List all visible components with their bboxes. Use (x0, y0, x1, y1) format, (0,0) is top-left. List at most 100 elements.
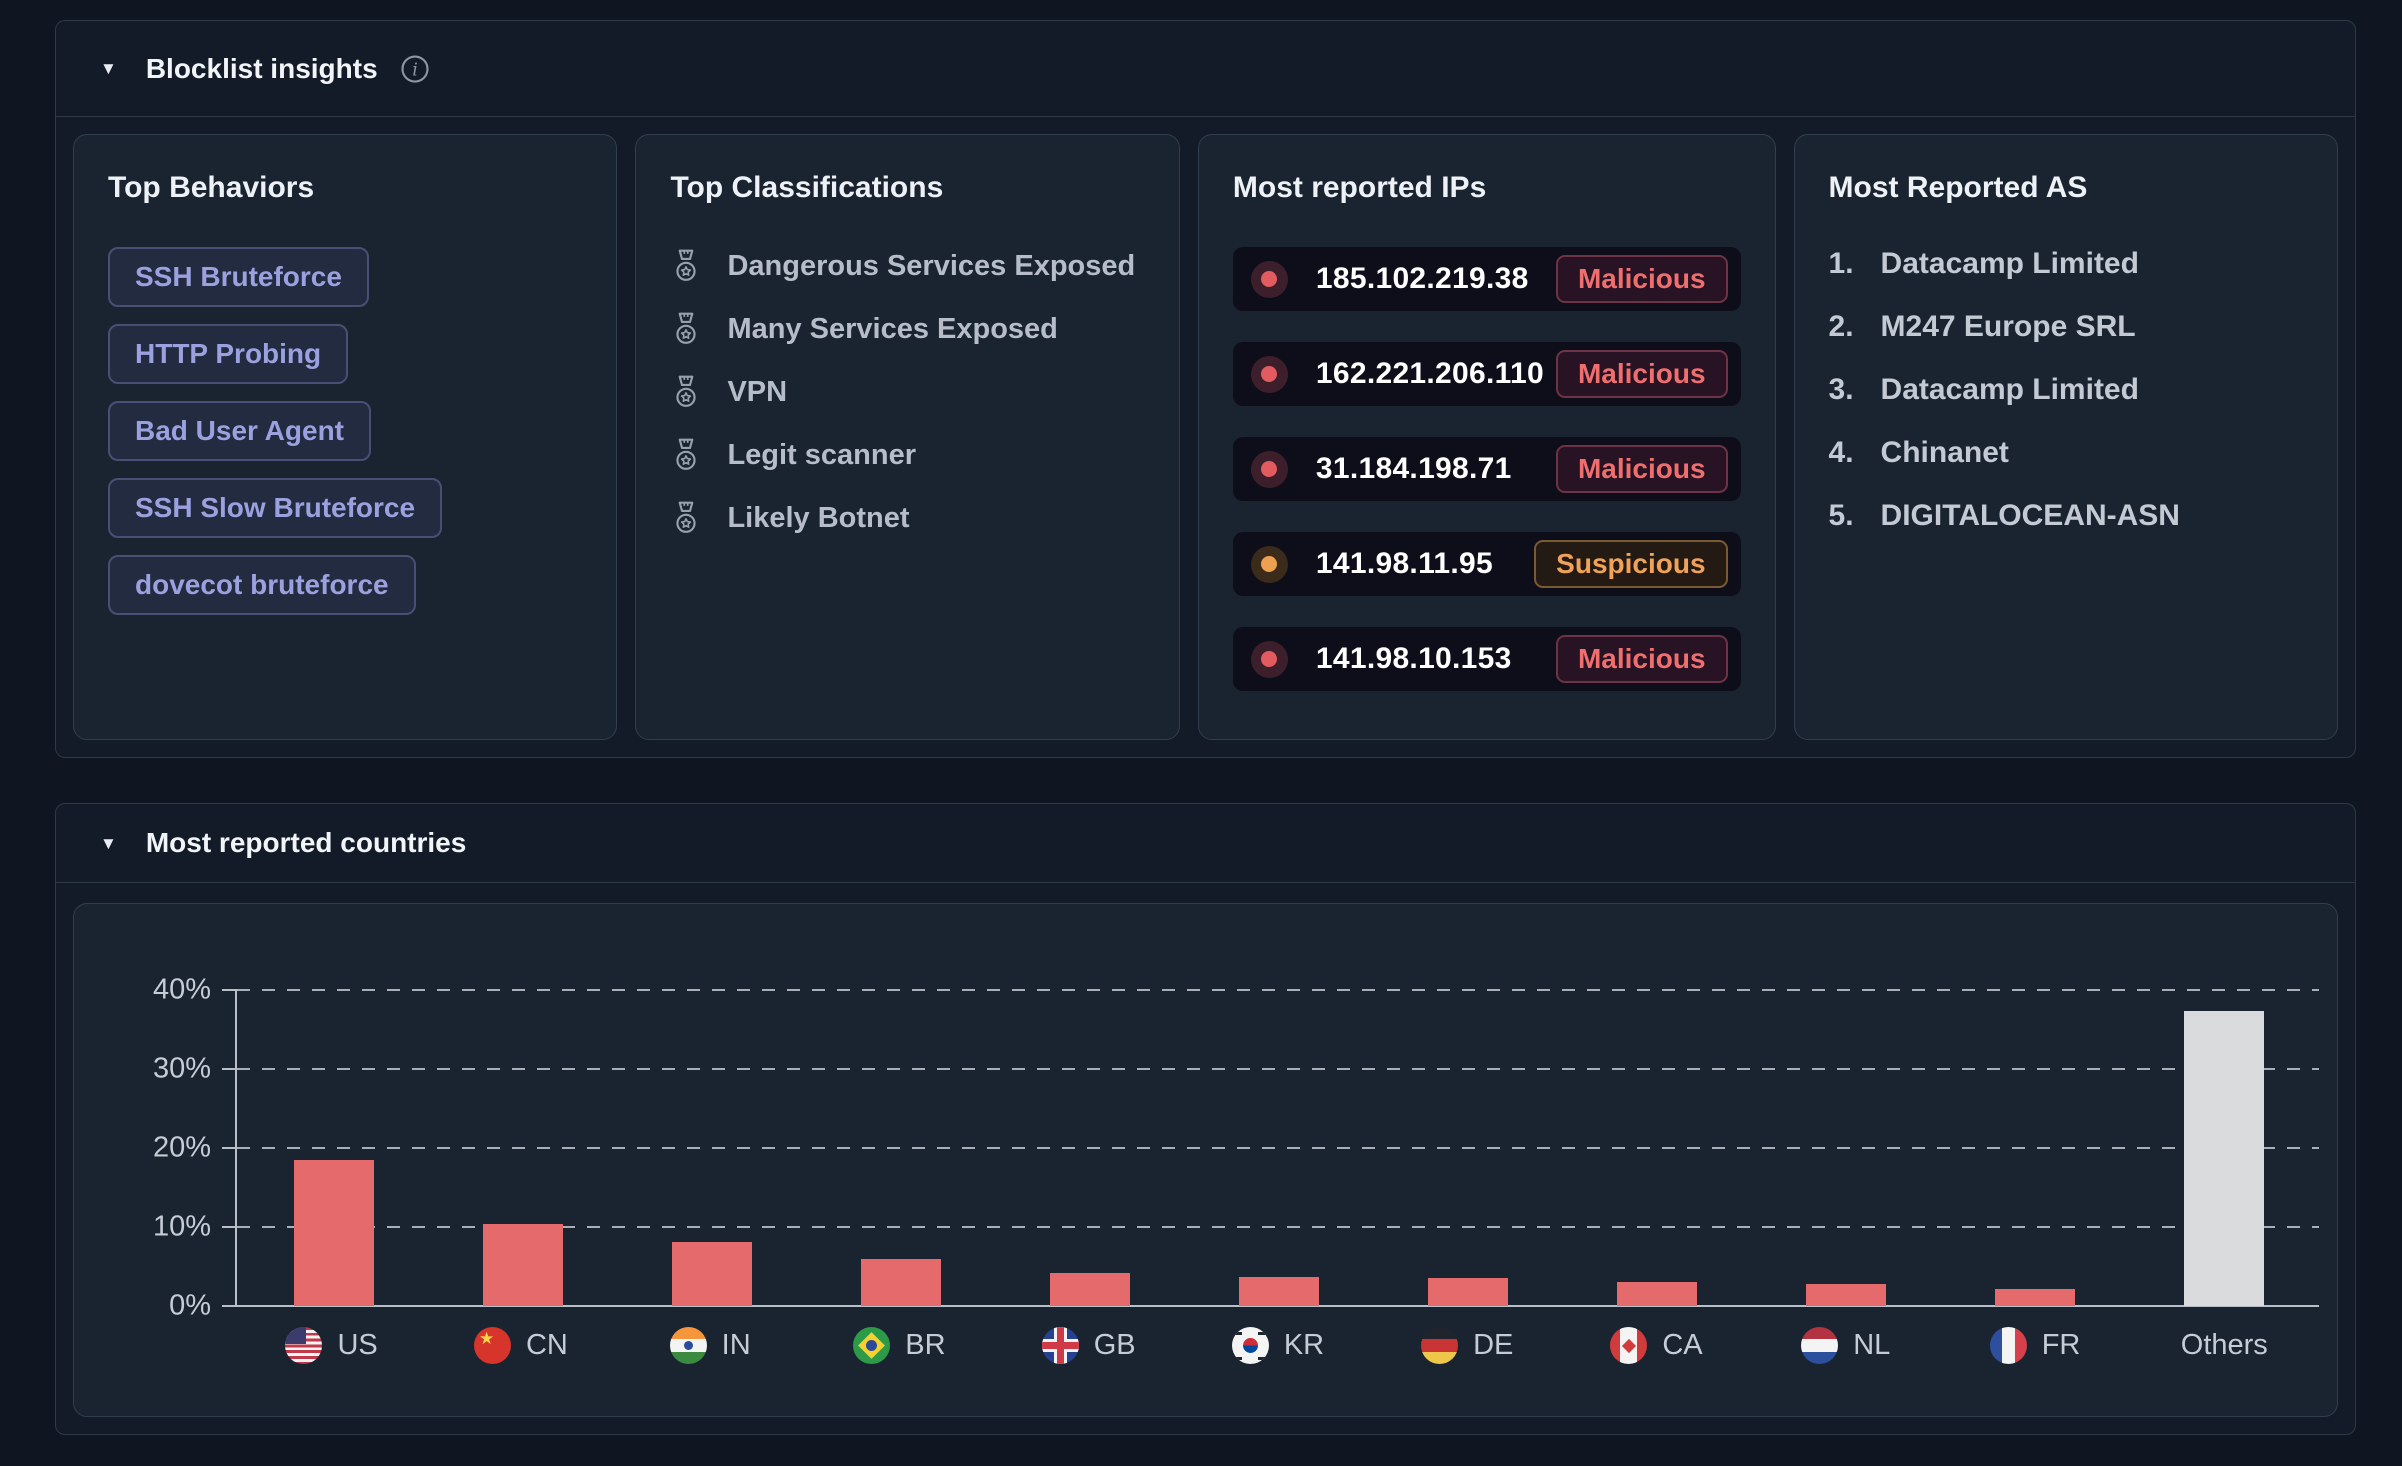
y-axis-tick-label: 40% (152, 973, 211, 1006)
bar-fr[interactable] (1995, 1288, 2076, 1306)
ip-address: 31.184.198.71 (1315, 452, 1512, 485)
status-badge: Malicious (1555, 255, 1728, 303)
bar-cn[interactable] (482, 1223, 563, 1306)
y-axis-tick-mark (222, 1147, 237, 1149)
as-rank: 5. (1828, 499, 1854, 532)
most-reported-as-title: Most Reported AS (1828, 171, 2088, 204)
y-axis-tick-mark (222, 1305, 237, 1307)
bars-row (239, 990, 2319, 1306)
classification-label: Many Services Exposed (727, 312, 1058, 345)
bar-kr[interactable] (1239, 1276, 1320, 1306)
bar-others[interactable] (2184, 1011, 2265, 1306)
bar-ca[interactable] (1617, 1281, 1698, 1306)
svg-text:i: i (412, 60, 418, 80)
ip-row[interactable]: 141.98.10.153 Malicious (1232, 627, 1741, 691)
chart-x-axis-labels: US CN IN BR GB KR DE CA NL FR Others (237, 1327, 2319, 1364)
x-axis-category: DE (1373, 1327, 1562, 1364)
bar-de[interactable] (1428, 1277, 1509, 1306)
bar-column (806, 990, 995, 1306)
classification-item: VPN (670, 373, 1144, 411)
bar-gb[interactable] (1049, 1272, 1130, 1306)
bar-column (1563, 990, 1752, 1306)
country-code-label: FR (2041, 1329, 2081, 1361)
ip-row[interactable]: 31.184.198.71 Malicious (1232, 437, 1741, 501)
status-dot-icon (1250, 260, 1288, 298)
ip-address: 141.98.10.153 (1315, 642, 1512, 675)
country-code-label: NL (1853, 1329, 1891, 1361)
classification-item: Dangerous Services Exposed (670, 247, 1144, 285)
br-flag-icon (853, 1327, 891, 1364)
ip-row[interactable]: 141.98.11.95 Suspicious (1232, 532, 1741, 596)
y-axis-tick-label: 0% (169, 1289, 211, 1322)
ip-address: 141.98.11.95 (1315, 547, 1493, 580)
de-flag-icon (1421, 1327, 1459, 1364)
behavior-chip[interactable]: SSH Slow Bruteforce (108, 478, 443, 538)
gridline (237, 1068, 2319, 1070)
medal-icon (676, 438, 697, 470)
bar-column (239, 990, 428, 1306)
y-axis-tick-mark (222, 989, 237, 991)
countries-panel-header: ▼ Most reported countries (56, 804, 2355, 883)
top-classifications-card: Top Classifications Dangerous Services E… (635, 134, 1180, 740)
bar-column (2130, 990, 2319, 1306)
country-code-label: Others (2180, 1329, 2268, 1361)
in-flag-icon (669, 1327, 707, 1364)
chart-plot-area: 0% 10% 20% 30% 40% (153, 974, 2319, 1322)
countries-panel-title: Most reported countries (145, 827, 467, 858)
status-badge: Malicious (1555, 350, 1728, 398)
bar-br[interactable] (860, 1259, 941, 1306)
behavior-chip[interactable]: dovecot bruteforce (108, 555, 416, 615)
behavior-chip[interactable]: HTTP Probing (108, 324, 349, 384)
info-icon[interactable]: i (400, 54, 430, 84)
nl-flag-icon (1801, 1327, 1839, 1364)
blocklist-panel-title: Blocklist insights (145, 52, 378, 84)
bar-column (1941, 990, 2130, 1306)
collapse-triangle-icon[interactable]: ▼ (100, 59, 117, 78)
y-axis-tick-label: 10% (152, 1210, 211, 1243)
y-axis-tick-mark (222, 1226, 237, 1228)
as-list-item: 5. DIGITALOCEAN-ASN (1829, 499, 2303, 533)
behavior-chip[interactable]: SSH Bruteforce (108, 247, 369, 307)
as-rank: 2. (1828, 310, 1854, 343)
top-behaviors-title: Top Behaviors (108, 171, 315, 204)
top-classifications-title: Top Classifications (670, 171, 944, 204)
bar-column (617, 990, 806, 1306)
us-flag-icon (285, 1327, 323, 1364)
ip-address: 162.221.206.110 (1315, 357, 1544, 390)
status-dot-icon (1250, 355, 1288, 393)
medal-icon (676, 375, 697, 407)
as-name: DIGITALOCEAN-ASN (1880, 499, 2180, 532)
countries-bar-chart-card: 0% 10% 20% 30% 40% US CN IN BR GB KR (73, 903, 2338, 1417)
as-name: Datacamp Limited (1880, 247, 2139, 280)
as-list-item: 2. M247 Europe SRL (1829, 310, 2303, 344)
country-code-label: IN (721, 1329, 751, 1361)
y-axis-tick-mark (222, 1068, 237, 1070)
as-list-item: 4. Chinanet (1829, 436, 2303, 470)
country-code-label: CA (1662, 1329, 1703, 1361)
blocklist-panel-header: ▼ Blocklist insights i (56, 21, 2355, 117)
as-rank: 4. (1828, 436, 1854, 469)
ip-row[interactable]: 162.221.206.110 Malicious (1232, 342, 1741, 406)
bar-in[interactable] (671, 1242, 752, 1306)
status-dot-icon (1250, 640, 1288, 678)
behavior-chip[interactable]: Bad User Agent (108, 401, 372, 461)
classification-label: Legit scanner (727, 438, 916, 471)
fr-flag-icon (1989, 1327, 2027, 1364)
bar-column (1374, 990, 1563, 1306)
ip-list: 185.102.219.38 Malicious 162.221.206.110… (1232, 247, 1741, 691)
medal-icon (676, 312, 697, 344)
classification-label: VPN (727, 375, 788, 408)
x-axis-category: Others (2130, 1327, 2319, 1364)
ip-row[interactable]: 185.102.219.38 Malicious (1232, 247, 1741, 311)
bar-nl[interactable] (1806, 1283, 1887, 1306)
as-name: Chinanet (1880, 436, 2009, 469)
medal-icon (676, 249, 697, 281)
insight-cards-row: Top Behaviors SSH Bruteforce HTTP Probing… (56, 117, 2355, 757)
as-list-item: 3. Datacamp Limited (1829, 373, 2303, 407)
status-badge: Suspicious (1534, 540, 1728, 588)
collapse-triangle-icon[interactable]: ▼ (100, 833, 117, 853)
bar-us[interactable] (293, 1159, 374, 1306)
ca-flag-icon (1610, 1327, 1648, 1364)
bar-column (428, 990, 617, 1306)
status-badge: Malicious (1555, 445, 1728, 493)
